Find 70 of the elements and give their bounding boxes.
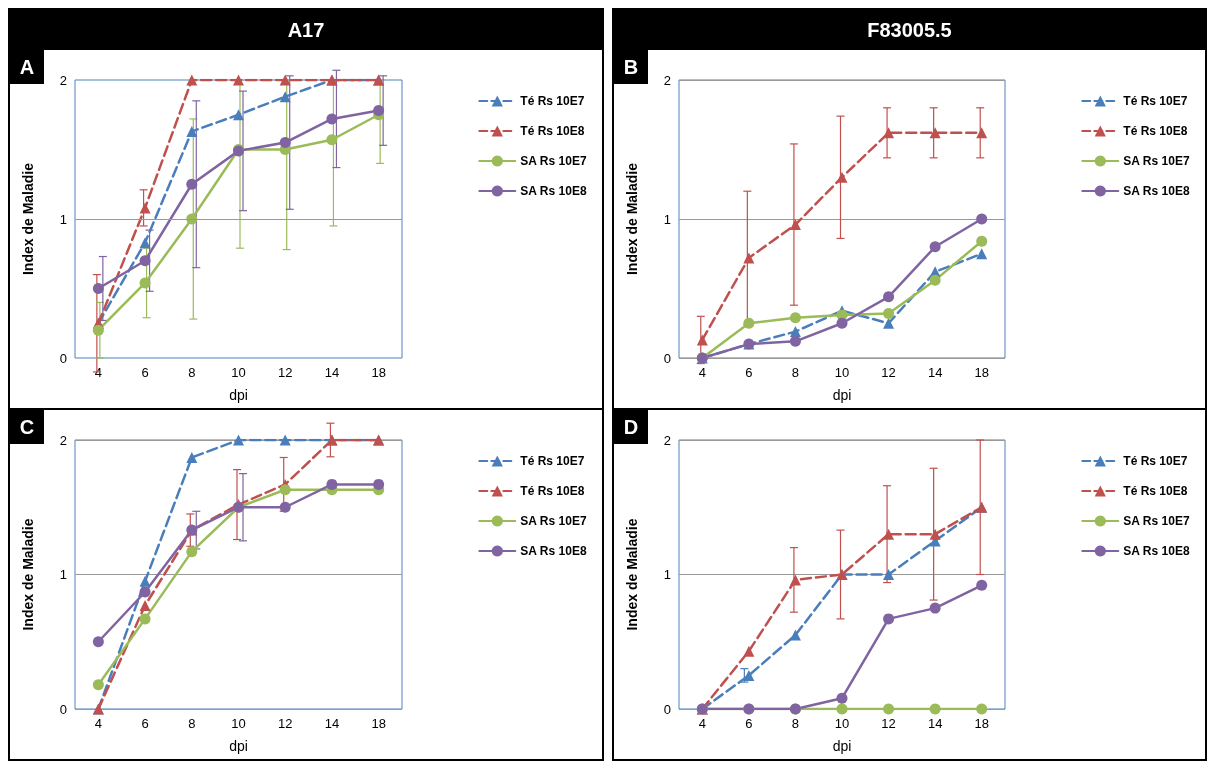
x-tick-label: 6 (141, 716, 149, 731)
chart-title: A17 (10, 10, 602, 50)
legend-label: SA Rs 10E7 (520, 154, 587, 168)
text: D (614, 410, 648, 444)
x-tick-label: 18 (974, 716, 989, 731)
y-tick-label: 0 (663, 701, 671, 717)
x-tick-label: 14 (927, 365, 943, 380)
y-axis-title: Index de Maladie (20, 518, 36, 631)
y-tick-label: 2 (663, 432, 671, 448)
x-tick-label: 4 (698, 716, 706, 731)
x-tick-label: 8 (791, 365, 800, 380)
x-tick-label: 4 (94, 365, 102, 380)
x-axis-title: dpi (832, 738, 852, 754)
legend-label: Té Rs 10E8 (1123, 124, 1188, 138)
chart-title: F83005.5 (614, 10, 1205, 50)
legend-label: Té Rs 10E7 (1123, 94, 1188, 108)
legend-label: SA Rs 10E7 (1123, 154, 1190, 168)
x-tick-label: 6 (745, 716, 753, 731)
x-tick-label: 12 (881, 365, 896, 380)
y-axis-title: Index de Maladie (624, 162, 640, 276)
legend-label: SA Rs 10E8 (520, 544, 587, 558)
legend-label: Té Rs 10E8 (1123, 484, 1188, 498)
y-axis-title: Index de Maladie (20, 162, 36, 276)
x-tick-label: 8 (791, 716, 800, 731)
x-tick-label: 8 (188, 365, 196, 380)
x-axis-title: dpi (229, 738, 248, 754)
y-tick-label: 0 (663, 350, 671, 366)
x-tick-label: 4 (698, 365, 706, 380)
x-tick-label: 10 (834, 365, 850, 380)
x-tick-label: 10 (231, 716, 246, 731)
x-tick-label: 12 (277, 365, 293, 380)
legend-label: Té Rs 10E7 (520, 454, 585, 468)
text: B (614, 50, 648, 84)
legend-label: Té Rs 10E8 (520, 124, 585, 138)
legend-label: SA Rs 10E7 (1123, 514, 1190, 528)
legend-label: Té Rs 10E7 (1123, 454, 1188, 468)
text: C (10, 410, 44, 444)
x-tick-label: 4 (94, 716, 102, 731)
x-tick-label: 18 (371, 365, 386, 380)
x-tick-label: 12 (277, 716, 293, 731)
legend-label: SA Rs 10E8 (1123, 184, 1190, 198)
x-tick-label: 8 (188, 716, 196, 731)
legend-label: SA Rs 10E8 (1123, 544, 1190, 558)
x-tick-label: 14 (324, 365, 340, 380)
y-tick-label: 1 (663, 567, 671, 582)
legend-label: Té Rs 10E7 (520, 94, 585, 108)
y-tick-label: 1 (59, 567, 67, 582)
x-tick-label: 18 (371, 716, 386, 731)
y-tick-label: 0 (59, 701, 67, 717)
y-axis-title: Index de Maladie (624, 518, 640, 631)
x-tick-label: 18 (974, 365, 989, 380)
x-tick-label: 10 (231, 365, 246, 380)
x-tick-label: 6 (745, 365, 753, 380)
y-tick-label: 1 (663, 211, 671, 227)
x-tick-label: 10 (834, 716, 850, 731)
x-tick-label: 12 (881, 716, 896, 731)
y-tick-label: 1 (59, 211, 67, 227)
y-tick-label: 0 (59, 350, 67, 366)
y-tick-label: 2 (59, 432, 67, 448)
x-tick-label: 14 (927, 716, 943, 731)
x-axis-title: dpi (832, 387, 852, 403)
x-tick-label: 6 (141, 365, 149, 380)
text: A (10, 50, 44, 84)
legend-label: SA Rs 10E7 (520, 514, 587, 528)
x-tick-label: 14 (324, 716, 340, 731)
legend-label: Té Rs 10E8 (520, 484, 585, 498)
y-tick-label: 2 (663, 72, 671, 88)
legend-label: SA Rs 10E8 (520, 184, 587, 198)
x-axis-title: dpi (229, 387, 248, 403)
y-tick-label: 2 (59, 72, 67, 88)
